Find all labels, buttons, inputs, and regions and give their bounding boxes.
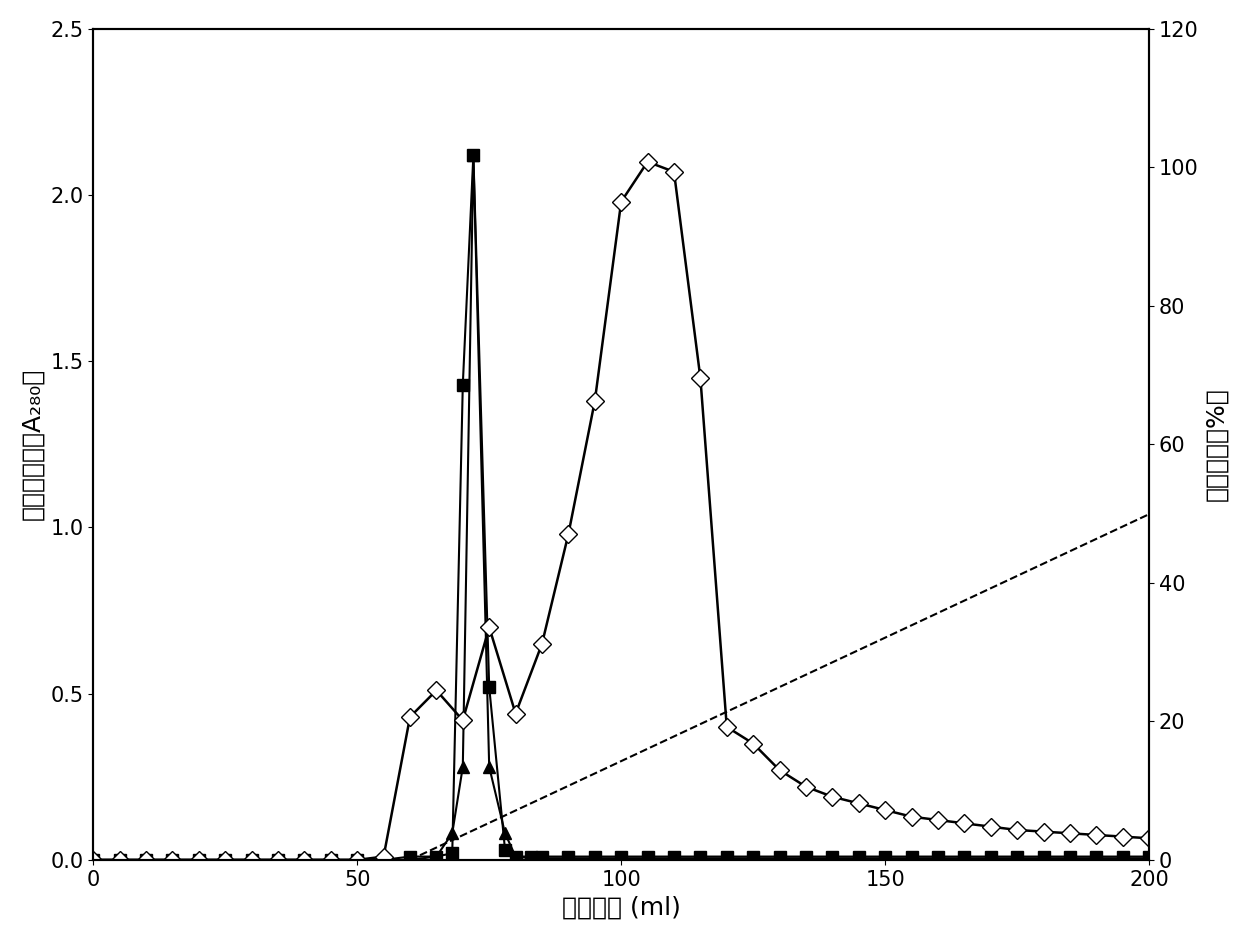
Y-axis label: 蛋白质浓度（A₂₈₀）: 蛋白质浓度（A₂₈₀） (21, 368, 45, 521)
Y-axis label: 相对活力（%）: 相对活力（%） (1204, 387, 1228, 501)
X-axis label: 洗脱体积 (ml): 洗脱体积 (ml) (562, 895, 681, 919)
